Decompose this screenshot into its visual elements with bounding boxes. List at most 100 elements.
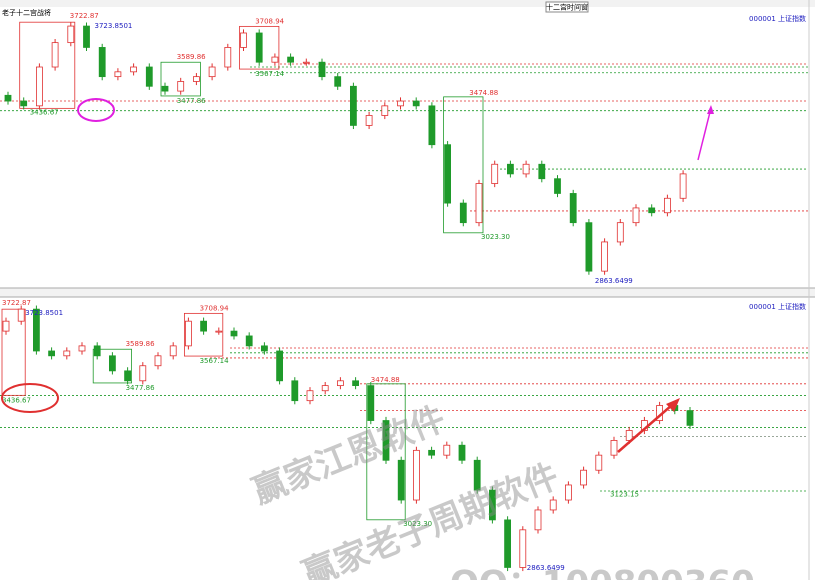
watermark: QQ：100800360 — [450, 564, 755, 580]
range-box — [443, 96, 484, 234]
price-annotation: 3477.86 — [126, 384, 155, 392]
price-annotation: 3723.8501 — [25, 309, 63, 317]
candle-body — [200, 320, 208, 332]
candle-body — [632, 207, 640, 224]
candle-body — [51, 42, 59, 68]
price-annotation: 3567.14 — [200, 357, 229, 365]
candle-body — [83, 25, 90, 48]
candle-body — [428, 449, 436, 456]
candle-body — [78, 345, 86, 352]
panels: 000001 上证指数 3722.87 3723.8501 3436.67 3589.8… — [0, 12, 808, 572]
candle-body — [475, 183, 483, 224]
candle-body — [17, 308, 25, 322]
price-annotation: 3436.67 — [30, 108, 59, 116]
candle-body — [114, 71, 122, 78]
candle-body — [271, 56, 279, 63]
arrow-head — [666, 398, 680, 412]
candle-body — [580, 469, 587, 486]
candle-body — [130, 66, 138, 73]
candle-body — [230, 330, 238, 337]
range-box — [183, 312, 224, 357]
candle-body — [519, 529, 527, 568]
candle-body — [459, 202, 467, 224]
candle-body — [93, 345, 101, 357]
candle-body — [161, 85, 169, 92]
price-annotation: 3589.86 — [177, 53, 206, 61]
range-box — [19, 21, 76, 109]
highlight-circle — [77, 98, 115, 122]
candle-body — [534, 509, 542, 531]
candle-body — [287, 56, 295, 63]
price-annotation: 3708.94 — [255, 17, 284, 25]
price-annotation: 3474.88 — [469, 89, 498, 97]
candle-body — [4, 94, 12, 102]
candle-body — [349, 85, 357, 126]
time-window-button-label[interactable]: 十二宫时间窗 — [546, 3, 588, 12]
range-box — [1, 308, 26, 396]
candle-body — [48, 350, 55, 357]
range-box — [160, 61, 201, 97]
time-window-button[interactable] — [545, 1, 589, 13]
candle-body — [397, 100, 404, 107]
candle-body — [554, 178, 561, 194]
candle-body — [565, 484, 572, 501]
candle-body — [488, 489, 496, 521]
candle-body — [538, 163, 546, 180]
candle-body — [412, 449, 420, 501]
candle-body — [20, 100, 28, 107]
candle-body — [109, 355, 116, 372]
candle-body — [365, 115, 373, 126]
price-annotation: 3723.8501 — [95, 22, 133, 30]
candle-body — [318, 61, 326, 78]
price-annotation: 3477.86 — [177, 97, 206, 105]
range-box — [366, 383, 406, 521]
candle-body — [679, 173, 687, 199]
candle-body — [98, 47, 106, 78]
candle-body — [184, 320, 192, 347]
candle-body — [585, 222, 593, 272]
candle-body — [240, 32, 247, 48]
candle-body — [458, 444, 466, 461]
candle-body — [443, 444, 451, 456]
price-annotation: 2863.6499 — [527, 564, 565, 572]
candle-body — [260, 345, 268, 352]
price-annotation: 3567.14 — [255, 70, 284, 78]
price-annotation: 3436.67 — [2, 396, 31, 404]
candle-body — [428, 105, 436, 146]
candle-body — [276, 350, 284, 382]
candle-body — [208, 66, 216, 78]
candle-body — [139, 365, 147, 382]
arrow — [697, 111, 711, 161]
candle-body — [412, 100, 420, 107]
price-annotation: 3722.87 — [70, 12, 99, 20]
candle-body — [504, 519, 512, 568]
symbol-label: 000001 上证指数 — [749, 14, 806, 23]
candle-body — [291, 380, 299, 402]
price-annotation: 3722.87 — [2, 299, 31, 307]
price-annotation: 3023.30 — [481, 233, 510, 241]
candle-body — [382, 420, 390, 461]
candle-body — [549, 499, 557, 511]
candle-body — [352, 380, 360, 387]
arrow-head — [707, 105, 714, 114]
candle-body — [154, 355, 162, 367]
candlestick-panel: 000001 上证指数 3722.87 3723.8501 3436.67 3589.8… — [0, 299, 808, 572]
candle-body — [215, 330, 223, 333]
highlight-circle — [1, 383, 59, 413]
candle-body — [334, 76, 342, 87]
candle-body — [192, 76, 200, 82]
candle-body — [381, 105, 389, 116]
candle-body — [506, 163, 514, 175]
candle-body — [2, 320, 10, 332]
candle-body — [177, 81, 185, 92]
candle-body — [444, 144, 452, 204]
candle-body — [491, 163, 499, 184]
candle-body — [601, 241, 608, 272]
candle-body — [610, 440, 618, 456]
candlestick-panel: 000001 上证指数 3722.87 3723.8501 3436.67 3589.8… — [0, 12, 808, 285]
price-annotation: 3023.30 — [403, 520, 432, 528]
candle-body — [306, 390, 314, 402]
candle-body — [36, 66, 43, 107]
candle-body — [169, 345, 177, 357]
candle-body — [63, 350, 71, 357]
